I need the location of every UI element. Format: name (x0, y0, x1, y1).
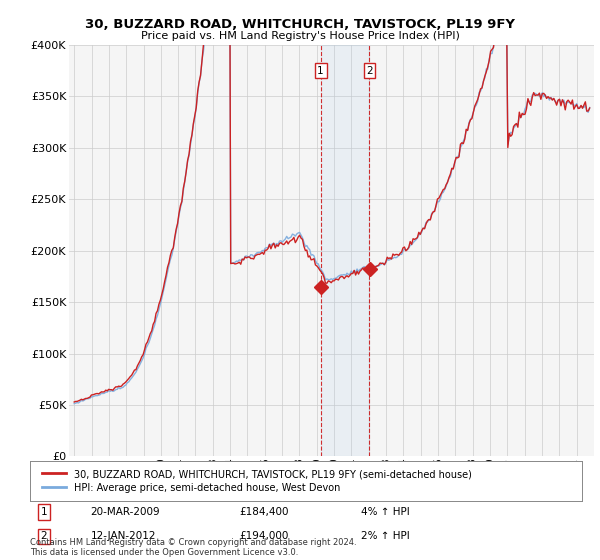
Text: 20-MAR-2009: 20-MAR-2009 (91, 507, 160, 517)
Text: 4% ↑ HPI: 4% ↑ HPI (361, 507, 410, 517)
Text: 2: 2 (40, 531, 47, 542)
Text: 2: 2 (366, 66, 373, 76)
Legend: 30, BUZZARD ROAD, WHITCHURCH, TAVISTOCK, PL19 9FY (semi-detached house), HPI: Av: 30, BUZZARD ROAD, WHITCHURCH, TAVISTOCK,… (38, 465, 475, 497)
Text: Price paid vs. HM Land Registry's House Price Index (HPI): Price paid vs. HM Land Registry's House … (140, 31, 460, 41)
Text: 30, BUZZARD ROAD, WHITCHURCH, TAVISTOCK, PL19 9FY: 30, BUZZARD ROAD, WHITCHURCH, TAVISTOCK,… (85, 18, 515, 31)
Text: Contains HM Land Registry data © Crown copyright and database right 2024.
This d: Contains HM Land Registry data © Crown c… (30, 538, 356, 557)
Text: 1: 1 (317, 66, 324, 76)
Text: £184,400: £184,400 (240, 507, 289, 517)
Bar (320, 45, 370, 456)
Text: 2% ↑ HPI: 2% ↑ HPI (361, 531, 410, 542)
Text: 12-JAN-2012: 12-JAN-2012 (91, 531, 156, 542)
Text: £194,000: £194,000 (240, 531, 289, 542)
Text: 1: 1 (40, 507, 47, 517)
